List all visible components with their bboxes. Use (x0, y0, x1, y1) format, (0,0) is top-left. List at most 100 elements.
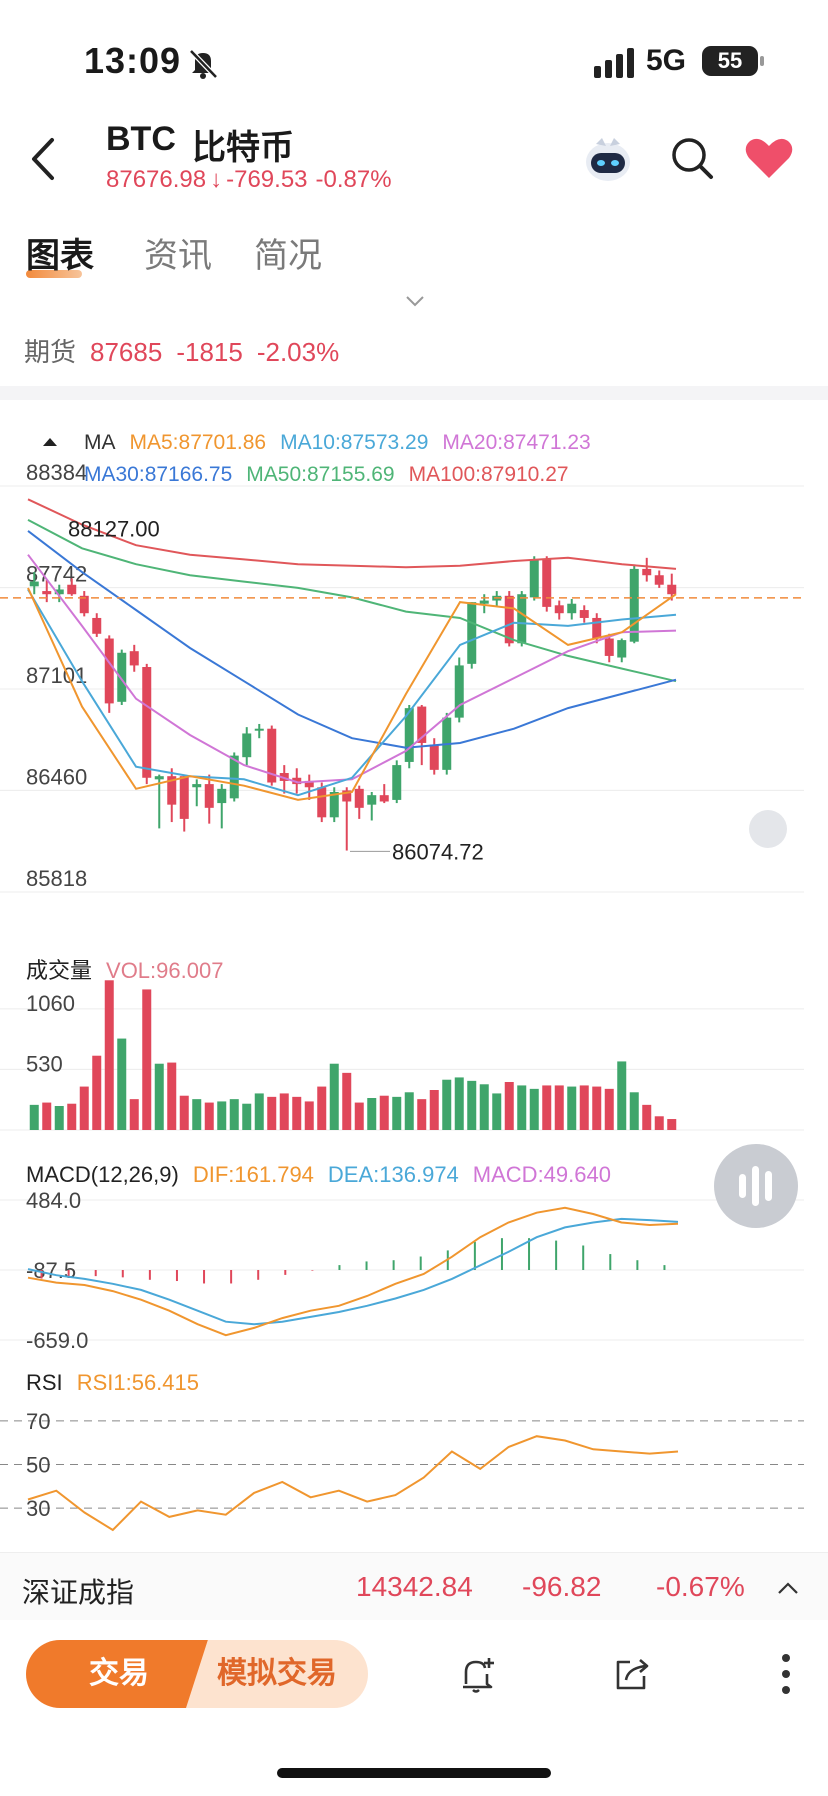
volume-bar (542, 1085, 552, 1130)
volume-bar (592, 1086, 602, 1130)
candle-body (142, 667, 152, 778)
volume-bar (567, 1086, 577, 1130)
volume-bar (492, 1093, 502, 1130)
volume-bar (554, 1085, 564, 1130)
volume-bar (429, 1090, 439, 1130)
futures-row[interactable]: 期货 87685 -1815 -2.03% (24, 332, 353, 369)
bottom-action-bar: 交易 模拟交易 (0, 1620, 828, 1740)
candle-body (529, 559, 539, 598)
voice-assistant-button[interactable] (714, 1144, 798, 1228)
candle-body (404, 708, 414, 762)
futures-price: 87685 (90, 337, 163, 367)
volume-bar (504, 1082, 514, 1130)
ma30-value: MA30:87166.75 (84, 463, 233, 486)
low-price-label: 86074.72 (392, 839, 484, 864)
chevron-down-icon[interactable] (404, 294, 426, 308)
price-summary: 87676.98 ↓ -769.53 -0.87% (106, 166, 400, 194)
current-price: 87676.98 (106, 166, 207, 193)
volume-bar (617, 1061, 627, 1130)
index-change: -96.82 (522, 1571, 602, 1602)
candle-body (604, 638, 614, 656)
more-options-icon[interactable] (780, 1650, 792, 1698)
symbol-name: 比特币 (192, 129, 294, 167)
rsi-tick-label: 30 (26, 1496, 50, 1521)
high-price-label: 88127.00 (68, 517, 160, 542)
search-icon[interactable] (670, 136, 714, 180)
volume-value: VOL:96.007 (106, 958, 224, 983)
collapse-toggle-icon[interactable] (36, 428, 64, 456)
candle-body (154, 776, 164, 780)
ma20-value: MA20:87471.23 (442, 431, 591, 454)
back-arrow-icon[interactable] (24, 134, 64, 184)
candle-body (517, 594, 527, 644)
price-tick-label: 85818 (26, 866, 87, 891)
trade-button[interactable]: 交易 (26, 1640, 212, 1708)
candle-body (254, 728, 264, 731)
candle-body (92, 617, 102, 634)
rsi1-line (27, 1435, 679, 1532)
dea-value: DEA:136.974 (327, 1162, 459, 1187)
index-value: 14342.84 (356, 1571, 473, 1602)
candle-body (367, 795, 377, 805)
price-alert-icon[interactable] (458, 1654, 498, 1694)
status-bar: 13:09 5G 55 (0, 0, 828, 120)
dif-value: DIF:161.794 (192, 1162, 314, 1187)
candle-body (29, 581, 39, 587)
candle-body (179, 776, 189, 819)
volume-bar (354, 1102, 364, 1130)
volume-bar (317, 1086, 327, 1130)
volume-tick-label: 530 (26, 1051, 63, 1076)
volume-bar (54, 1106, 64, 1130)
chevron-up-icon[interactable] (776, 1581, 800, 1595)
candle-body (67, 584, 77, 595)
index-name: 深证成指 (22, 1577, 135, 1608)
volume-legend: 成交量 VOL:96.007 (26, 953, 223, 985)
candle-body (554, 605, 564, 614)
volume-bar (454, 1077, 464, 1130)
home-indicator (277, 1768, 551, 1778)
macd-dif-line (27, 1206, 679, 1337)
rsi-tick-label: 50 (26, 1453, 50, 1478)
ma-legend-row2: MA30:87166.75 MA50:87155.69 MA100:87910.27 (84, 463, 569, 487)
candle-body (479, 600, 489, 604)
volume-bar (417, 1099, 427, 1130)
favorite-heart-icon[interactable] (744, 136, 794, 180)
volume-bar (104, 980, 114, 1130)
simulated-trade-button[interactable]: 模拟交易 (186, 1640, 368, 1708)
volume-bar (92, 1055, 102, 1130)
futures-change: -1815 (176, 337, 243, 367)
active-tab-indicator (26, 270, 82, 278)
volume-bar (404, 1092, 414, 1130)
candle-body (454, 665, 464, 718)
candle-body (617, 640, 627, 658)
down-arrow-icon: ↓ (210, 166, 223, 193)
voice-bar-icon (752, 1166, 759, 1206)
volume-bar (604, 1088, 614, 1130)
candle-body (192, 784, 202, 788)
share-icon[interactable] (612, 1654, 652, 1694)
ma100-value: MA100:87910.27 (408, 463, 569, 486)
tab-news[interactable]: 资讯 (144, 237, 212, 275)
candle-body (317, 787, 327, 818)
candle-body (429, 744, 439, 770)
index-ticker-bar[interactable]: 深证成指 14342.84 -96.82 -0.67% (0, 1552, 828, 1620)
candle-body (42, 591, 52, 595)
volume-bar (79, 1086, 89, 1130)
kline-chart[interactable]: 883848774287101864608581888127.0086074.7… (0, 400, 828, 1550)
volume-bar (517, 1085, 527, 1130)
candle-body (667, 584, 677, 595)
volume-bar (154, 1063, 164, 1130)
tab-chart[interactable]: 图表 (26, 237, 94, 275)
candle-body (217, 788, 227, 804)
volume-bar (142, 989, 152, 1130)
robot-assistant-icon[interactable] (582, 136, 634, 184)
tab-overview[interactable]: 简况 (254, 237, 322, 275)
volume-bar (117, 1038, 127, 1130)
price-tick-label: 88384 (26, 460, 87, 485)
macd-tick-label: 484.0 (26, 1188, 81, 1213)
macd-legend: MACD(12,26,9) DIF:161.794 DEA:136.974 MACD:… (26, 1162, 611, 1188)
rsi1-value: RSI1:56.415 (76, 1370, 199, 1395)
volume-bar (367, 1098, 377, 1130)
candle-body (567, 603, 577, 614)
ma-title: MA (84, 431, 116, 454)
